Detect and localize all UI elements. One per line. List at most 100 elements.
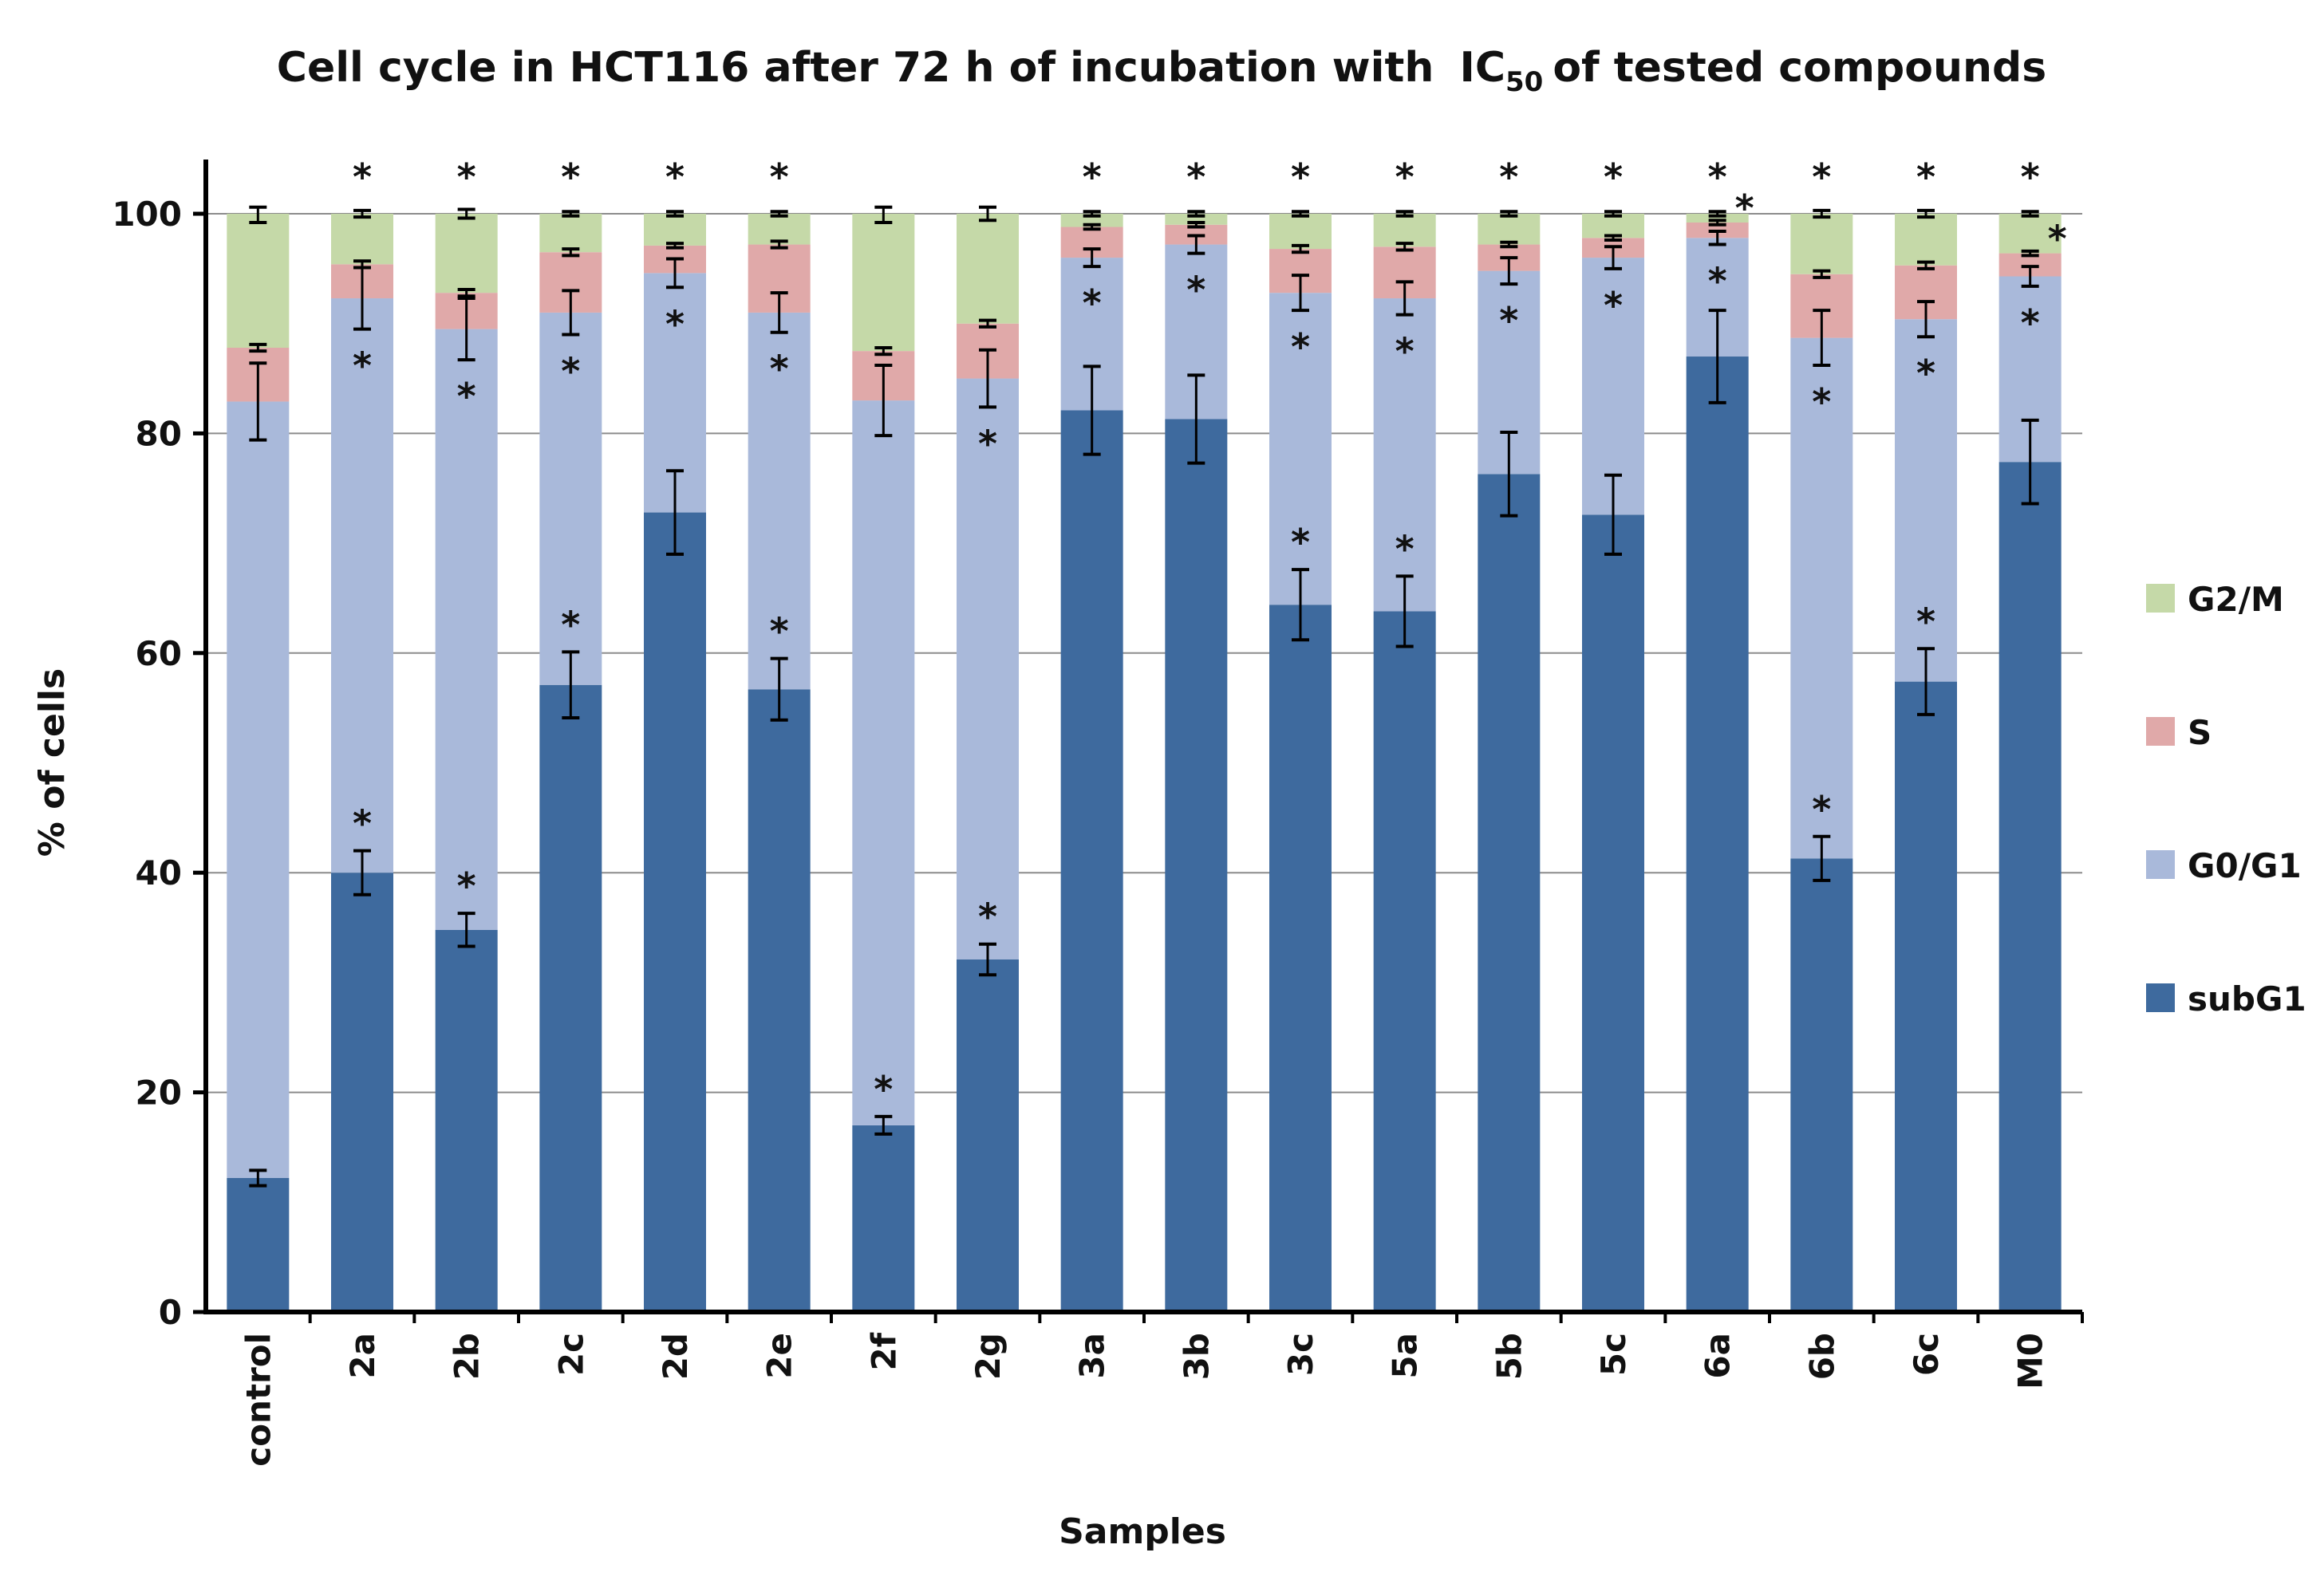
y-tick-label: 60	[136, 634, 182, 673]
x-axis-title: Samples	[1059, 1511, 1226, 1552]
bar-segment-G0G1-5c	[1582, 258, 1644, 515]
y-tick-label: 80	[136, 414, 182, 453]
bar-stack-2e: * * *	[748, 156, 811, 1312]
bar-segment-G0G1-6b	[1790, 337, 1853, 859]
legend-swatch-S	[2146, 717, 2175, 746]
chart-title-ic: IC	[1459, 44, 1505, 92]
significance-star: *	[1916, 156, 1935, 199]
bar-segment-G2M-M0	[1998, 214, 2062, 254]
significance-star: *	[1291, 156, 1310, 199]
bar-segment-G2M-3c	[1269, 214, 1332, 250]
significance-star: *	[1083, 156, 1102, 199]
significance-star: *	[457, 865, 476, 908]
legend-swatch-G0G1	[2146, 850, 2175, 879]
significance-star: *	[874, 1068, 893, 1111]
bar-segment-subG1-2a	[331, 873, 393, 1312]
legend-swatch-subG1	[2146, 983, 2175, 1012]
bar-segment-subG1-5c	[1582, 514, 1644, 1312]
bar-segment-G2M-3a	[1060, 214, 1123, 227]
significance-star: *	[978, 422, 997, 465]
bar-segment-G2M-control	[227, 214, 290, 348]
significance-star: *	[1395, 527, 1415, 570]
significance-star: *	[978, 896, 997, 939]
bar-segment-G0G1-2g	[957, 378, 1019, 959]
significance-star: *	[2048, 218, 2067, 261]
bar-segment-G0G1-2e	[748, 312, 811, 690]
bar-segment-subG1-M0	[1998, 462, 2062, 1312]
y-tick-label: 100	[112, 195, 182, 234]
bar-segment-G0G1-control	[227, 401, 290, 1179]
y-tick-label: 20	[136, 1074, 182, 1113]
chart-title-main: Cell cycle in HCT116 after 72 h of incub…	[277, 44, 1434, 92]
gridlines	[206, 213, 2082, 1093]
significance-star: *	[1735, 187, 1754, 230]
bar-stack-2d: **	[644, 156, 706, 1312]
x-tick-label: 2g	[969, 1333, 1008, 1380]
bar-segment-subG1-3c	[1269, 605, 1332, 1312]
significance-star: *	[1499, 156, 1518, 199]
x-tick-label: 5c	[1594, 1333, 1633, 1376]
bar-stack-control	[227, 205, 290, 1312]
x-tick-label: 3a	[1073, 1333, 1112, 1379]
bar-segment-subG1-5b	[1478, 474, 1541, 1312]
legend-swatch-G2M	[2146, 584, 2175, 613]
bar-segment-subG1-6a	[1686, 357, 1749, 1312]
significance-star: *	[1291, 325, 1310, 368]
bar-segment-G0G1-6c	[1895, 319, 1957, 682]
axes: 0 20 40 60 80 100 control 2a 2b 2c 2d 2e 2f 2g 3a 3b 3c 5…	[112, 160, 2084, 1467]
bar-stack-6a: ***	[1686, 156, 1754, 1312]
significance-star: *	[1916, 352, 1935, 395]
bar-segment-G2M-5b	[1478, 214, 1541, 245]
x-tick-label: 6c	[1907, 1333, 1946, 1376]
significance-star: *	[561, 349, 580, 392]
bar-segment-subG1-2d	[644, 512, 706, 1312]
bar-stack-3c: * * *	[1269, 156, 1332, 1312]
bar-stack-3b: **	[1165, 156, 1228, 1312]
bar-segment-G2M-2c	[539, 214, 602, 253]
bar-segment-subG1-3a	[1060, 410, 1123, 1313]
significance-star: *	[665, 302, 685, 345]
significance-star: *	[1708, 156, 1727, 199]
bar-segment-subG1-2b	[435, 929, 498, 1312]
bar-stack-5b: **	[1478, 156, 1541, 1312]
significance-star: *	[1916, 600, 1935, 643]
x-tick-label: 2c	[551, 1333, 590, 1376]
bar-segment-G2M-2g	[957, 214, 1019, 324]
significance-star: *	[561, 156, 580, 199]
significance-star: *	[1604, 156, 1623, 199]
significance-star: *	[1812, 788, 1831, 831]
bar-stack-6c: * * *	[1895, 156, 1957, 1312]
legend: G2/M S G0/G1 subG1	[2146, 580, 2306, 1018]
legend-label-subG1: subG1	[2188, 979, 2306, 1018]
bar-stack-5c: **	[1582, 156, 1644, 1312]
x-tick-label: 6b	[1802, 1333, 1841, 1380]
bar-segment-subG1-2c	[539, 684, 602, 1312]
bar-segment-subG1-5a	[1373, 611, 1436, 1312]
significance-star: *	[770, 156, 789, 199]
y-axis-title: % of cells	[32, 668, 73, 857]
bar-segment-subG1-control	[227, 1178, 290, 1312]
bar-segment-G2M-6a	[1686, 214, 1749, 223]
significance-star: *	[770, 348, 789, 391]
significance-star: *	[1186, 269, 1205, 312]
bar-stack-2b: * * *	[435, 156, 498, 1312]
bar-segment-G2M-2a	[331, 214, 393, 265]
legend-label-S: S	[2188, 713, 2212, 752]
significance-star: *	[561, 603, 580, 646]
bar-stack-3a: **	[1060, 156, 1123, 1313]
bar-segment-G0G1-2f	[852, 400, 915, 1125]
significance-star: *	[1395, 156, 1415, 199]
x-tick-label: 2b	[448, 1333, 487, 1380]
significance-star: *	[1395, 330, 1415, 373]
bar-segment-G2M-2f	[852, 214, 915, 352]
bar-segment-subG1-6b	[1790, 858, 1853, 1312]
x-tick-label: 5a	[1386, 1333, 1425, 1379]
bar-segment-G2M-2e	[748, 214, 811, 245]
bar-stack-2g: **	[957, 205, 1019, 1312]
legend-label-G0G1: G0/G1	[2188, 846, 2302, 885]
significance-star: *	[1083, 282, 1102, 325]
bar-segment-G2M-5a	[1373, 214, 1436, 247]
bar-stack-2c: * * *	[539, 156, 602, 1312]
x-tick-label: control	[239, 1333, 278, 1467]
